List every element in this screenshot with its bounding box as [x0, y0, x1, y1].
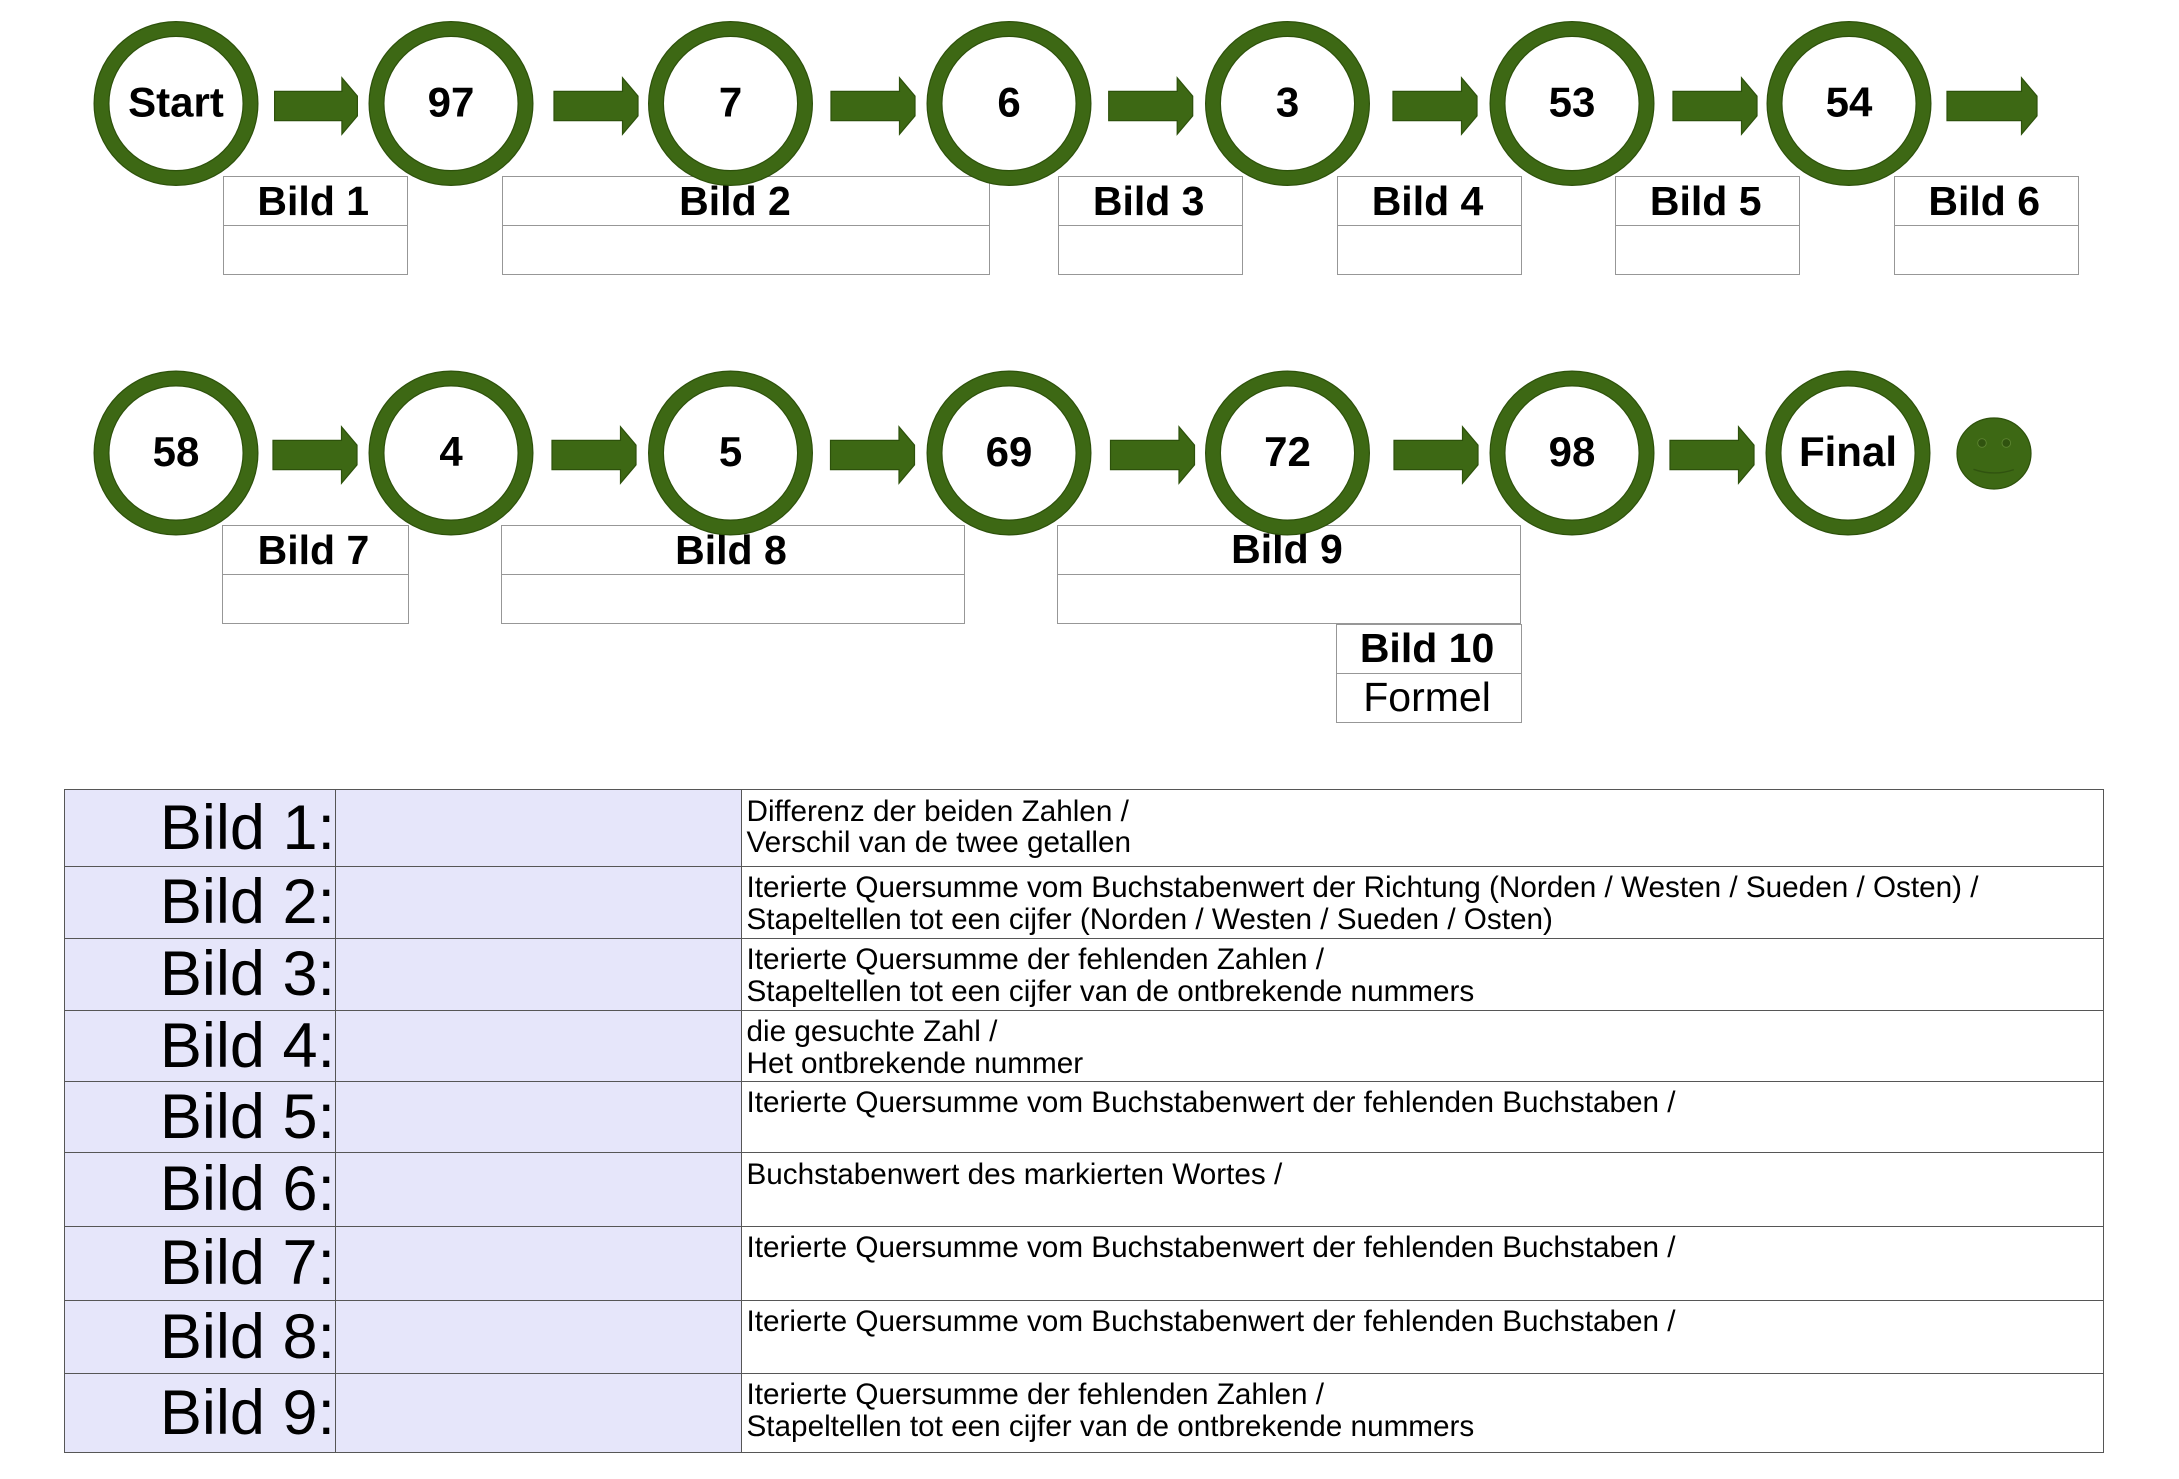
- svg-text:Final: Final: [1799, 428, 1897, 475]
- svg-text:Start: Start: [128, 78, 224, 125]
- svg-text:5: 5: [719, 428, 742, 475]
- svg-text:98: 98: [1549, 428, 1596, 475]
- svg-text:54: 54: [1826, 78, 1873, 125]
- svg-text:97: 97: [428, 78, 475, 125]
- svg-text:53: 53: [1549, 78, 1596, 125]
- svg-text:7: 7: [719, 78, 742, 125]
- svg-text:4: 4: [439, 428, 463, 475]
- svg-text:72: 72: [1264, 428, 1311, 475]
- svg-text:58: 58: [153, 428, 200, 475]
- svg-text:6: 6: [997, 78, 1020, 125]
- svg-text:3: 3: [1276, 78, 1299, 125]
- svg-text:69: 69: [986, 428, 1033, 475]
